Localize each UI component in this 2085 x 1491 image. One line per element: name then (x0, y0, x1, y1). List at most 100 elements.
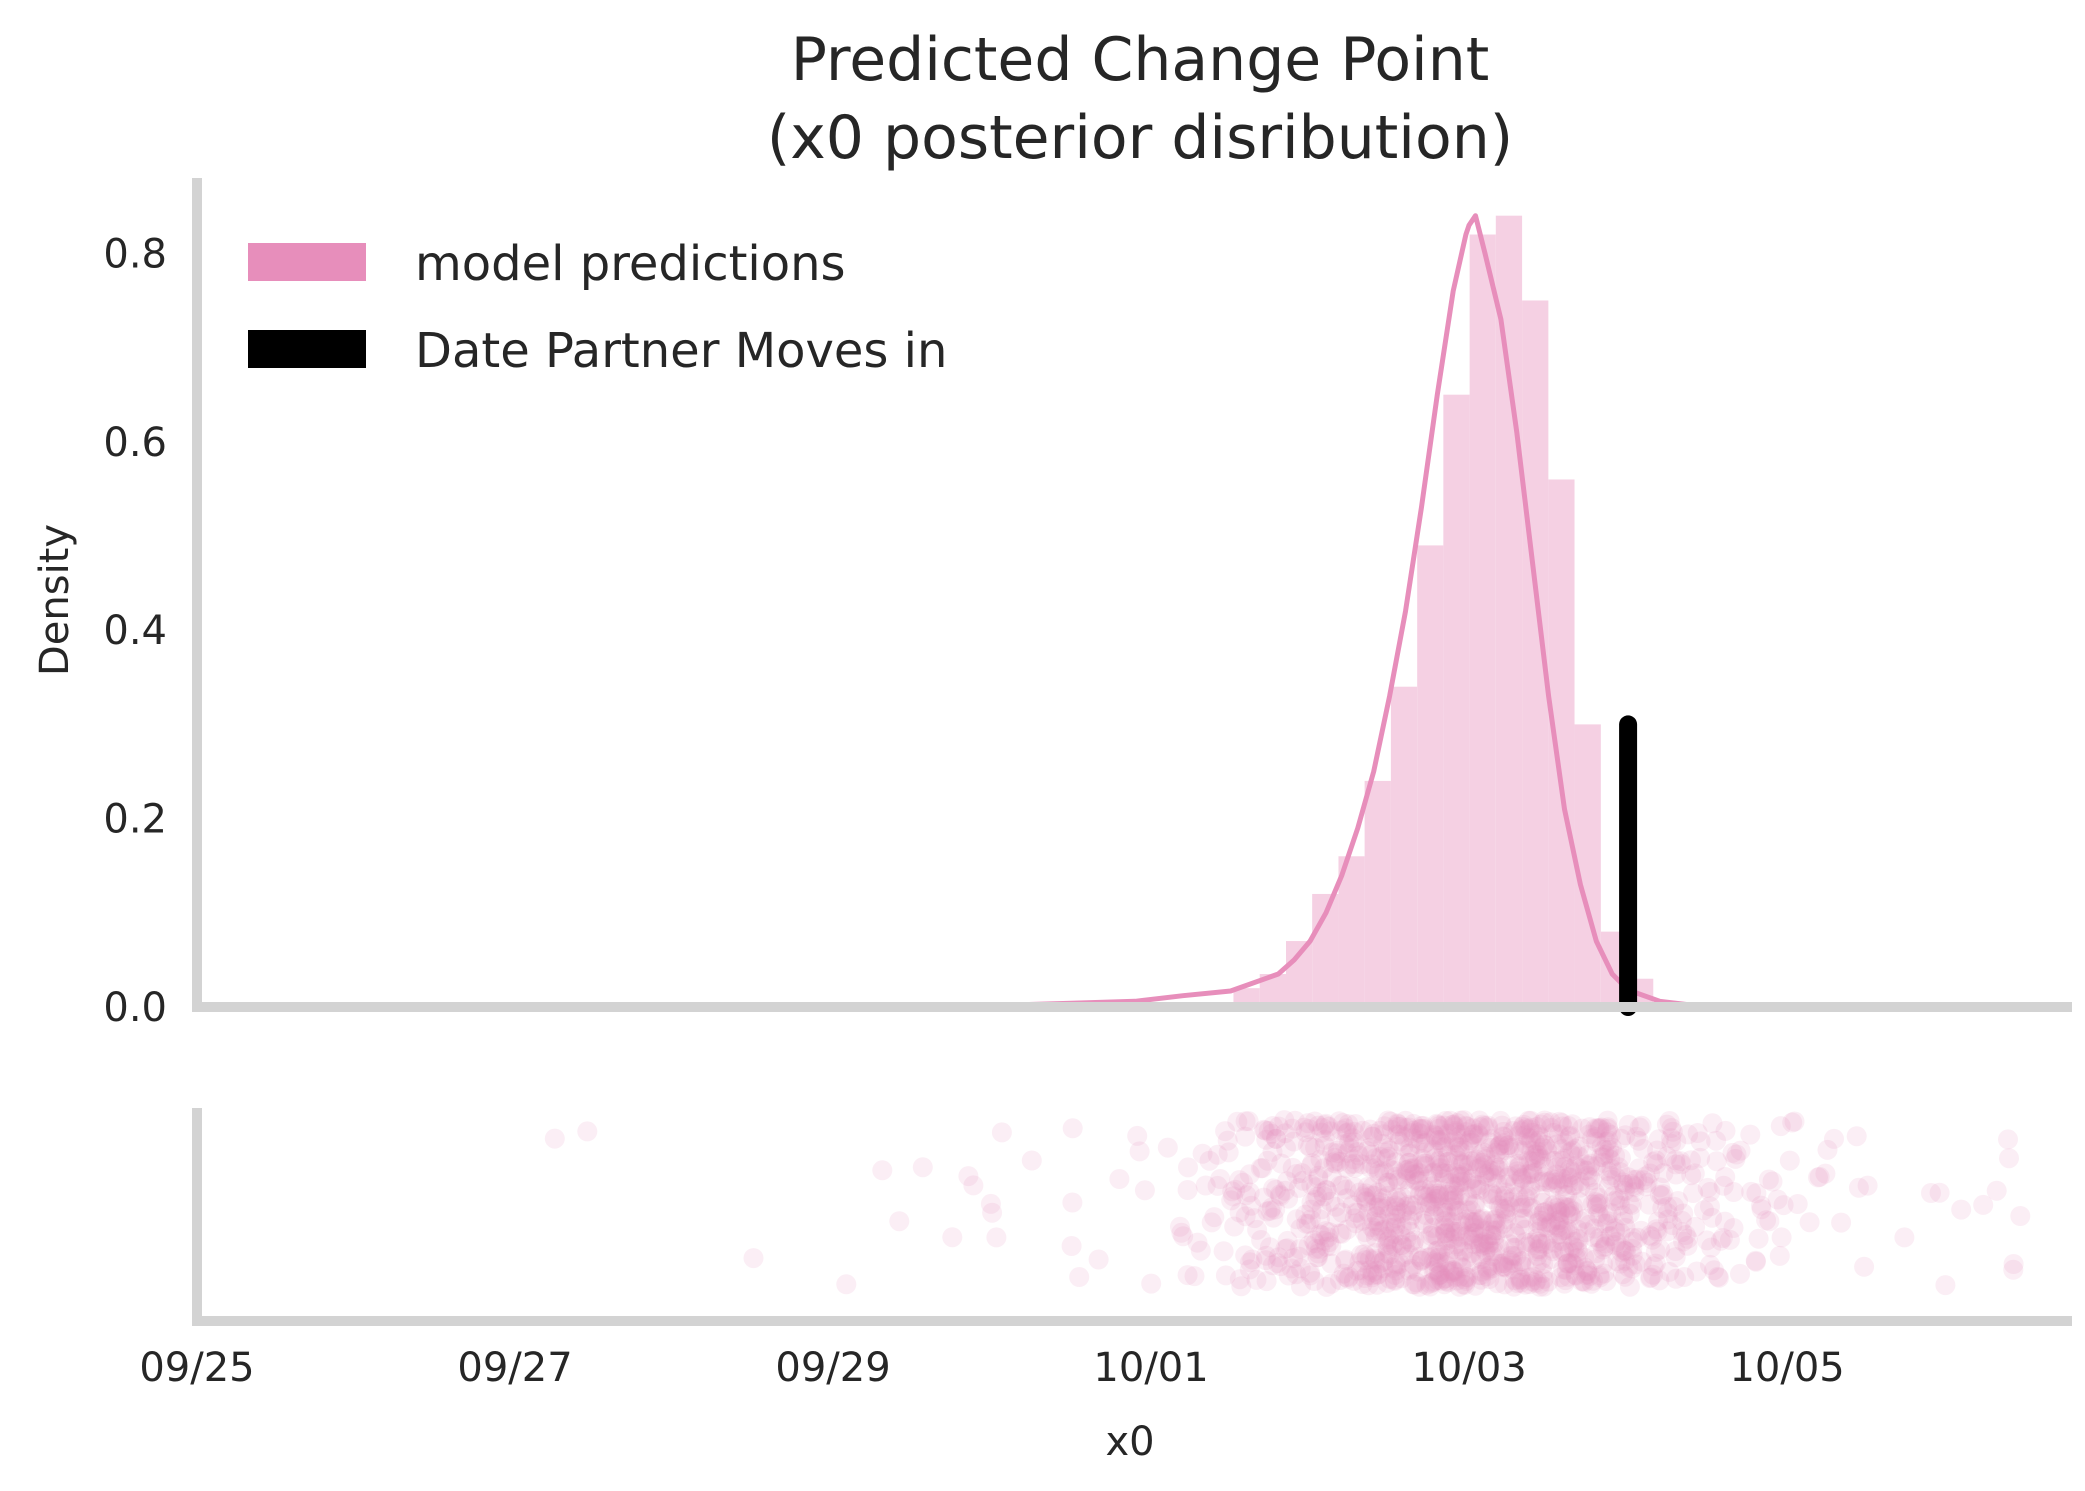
rug-point (1261, 1123, 1282, 1144)
rug-point (1424, 1185, 1445, 1206)
rug-point (1509, 1215, 1530, 1236)
rug-point (1403, 1200, 1424, 1221)
rug-point (1454, 1269, 1475, 1289)
rug-point (1337, 1142, 1358, 1163)
rug-point (1455, 1115, 1476, 1136)
rug-point (1529, 1239, 1550, 1260)
rug-point (1624, 1169, 1645, 1190)
rug-point (1350, 1244, 1371, 1265)
rug-point (1817, 1139, 1838, 1160)
rug-point (1520, 1130, 1541, 1151)
rug-point (1492, 1256, 1513, 1277)
rug-point (1532, 1192, 1553, 1213)
rug-point (1401, 1195, 1422, 1216)
rug-point (1267, 1253, 1288, 1273)
rug-point (1504, 1223, 1525, 1244)
rug-point (1613, 1174, 1634, 1195)
rug-point (1540, 1170, 1561, 1191)
rug-point (1428, 1247, 1449, 1268)
rug-point (1412, 1118, 1433, 1139)
rug-point (1305, 1233, 1326, 1254)
rug-point (1215, 1265, 1236, 1286)
rug-point (1410, 1118, 1431, 1139)
rug-point (1355, 1250, 1376, 1271)
rug-point (1062, 1118, 1083, 1139)
rug-point (1540, 1249, 1561, 1270)
rug-point (1396, 1196, 1416, 1217)
rug-point (1476, 1259, 1497, 1280)
rug-point (1485, 1225, 1506, 1246)
rug-point (1314, 1158, 1334, 1179)
rug-point (1661, 1133, 1682, 1154)
rug-point (1271, 1256, 1291, 1277)
rug-point (1187, 1232, 1208, 1253)
rug-point (1509, 1155, 1530, 1176)
rug-point (1434, 1268, 1455, 1289)
rug-point (1171, 1222, 1192, 1243)
rug-point (1635, 1166, 1656, 1187)
rug-point (1532, 1137, 1553, 1158)
rug-point (1633, 1170, 1654, 1191)
rug-point (1468, 1123, 1488, 1144)
rug-point (1457, 1267, 1478, 1288)
rug-point (1524, 1151, 1545, 1172)
rug-point (1362, 1177, 1382, 1198)
rug-point (1235, 1126, 1256, 1147)
rug-point (1294, 1117, 1315, 1138)
rug-point (1459, 1155, 1479, 1176)
rug-point (1565, 1138, 1586, 1159)
rug-point (1465, 1212, 1485, 1233)
rug-point (1347, 1260, 1368, 1281)
rug-point (1268, 1116, 1289, 1137)
rug-point (1344, 1153, 1365, 1174)
rug-point (1579, 1214, 1600, 1235)
rug-point (1559, 1242, 1580, 1263)
rug-point (1671, 1210, 1692, 1231)
rug-point (1587, 1194, 1607, 1215)
rug-point (1448, 1176, 1469, 1197)
rug-point (1320, 1191, 1341, 1212)
rug-point (1190, 1240, 1211, 1261)
rug-point (1336, 1267, 1356, 1288)
rug-point (1259, 1237, 1280, 1258)
rug-point (1519, 1119, 1540, 1140)
rug-point (1597, 1213, 1617, 1234)
rug-point (1545, 1215, 1566, 1236)
rug-point (1767, 1189, 1788, 1210)
rug-point (1335, 1118, 1356, 1139)
rug-point (1435, 1223, 1456, 1244)
rug-point (1415, 1132, 1436, 1153)
rug-point (1556, 1260, 1577, 1280)
rug-point (1586, 1156, 1606, 1177)
rug-point (1141, 1273, 1162, 1294)
rug-point (1370, 1192, 1391, 1213)
rug-point (1627, 1169, 1648, 1190)
rug-point (1436, 1255, 1457, 1276)
rug-point (1489, 1238, 1510, 1259)
rug-point (1474, 1115, 1494, 1136)
chart-title: Predicted Change Point (791, 25, 1490, 95)
rug-point (1285, 1110, 1305, 1131)
rug-point (1447, 1113, 1468, 1134)
rug-point (1299, 1119, 1319, 1139)
rug-point (1540, 1112, 1561, 1133)
rug-point (1558, 1173, 1579, 1194)
rug-point (1581, 1273, 1602, 1294)
rug-point (1435, 1217, 1456, 1238)
rug-point (1740, 1124, 1761, 1145)
rug-point (1458, 1192, 1479, 1213)
rug-point (1548, 1175, 1568, 1195)
rug-point (1503, 1276, 1524, 1297)
rug-point (1665, 1241, 1686, 1261)
rug-point (1492, 1253, 1513, 1274)
rug-point (1456, 1200, 1477, 1221)
histogram-bar (1469, 234, 1496, 1008)
rug-point (1431, 1132, 1452, 1153)
rug-point (1127, 1125, 1148, 1146)
rug-point (1448, 1166, 1468, 1187)
rug-point (1518, 1110, 1539, 1131)
rug-point (1588, 1193, 1608, 1213)
rug-point (1921, 1183, 1941, 1203)
rug-point (1360, 1157, 1381, 1178)
rug-point (1338, 1114, 1359, 1135)
